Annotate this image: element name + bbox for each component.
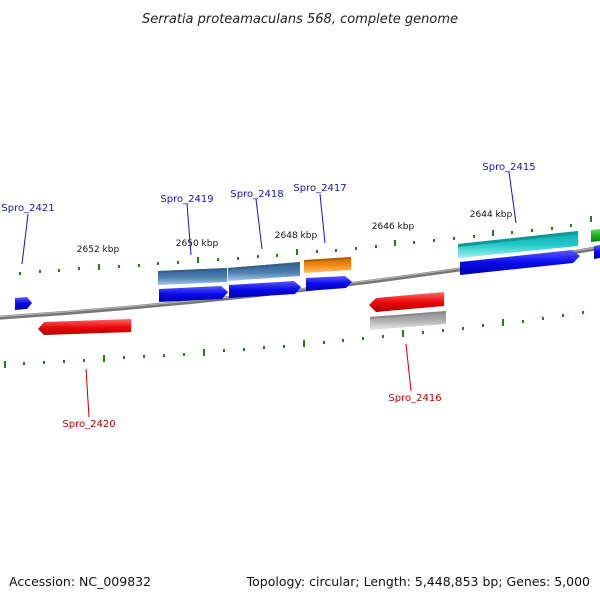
- gene-label-spro-2419[interactable]: Spro_2419: [160, 194, 213, 205]
- feature-bar-spro-2415[interactable]: [458, 231, 578, 258]
- gene-arrow-spro-2415[interactable]: [460, 250, 580, 275]
- gene-arrow-partial-right[interactable]: [594, 245, 600, 259]
- feature-bar-spro-2418[interactable]: [228, 262, 300, 281]
- gene-arrow-spro-2417[interactable]: [306, 276, 352, 291]
- scale-label: 2644 kbp: [470, 210, 513, 220]
- gene-label-spro-2417[interactable]: Spro_2417: [293, 183, 346, 194]
- topology-text: Topology: circular; Length: 5,448,853 bp…: [246, 574, 590, 589]
- label-leader-lines: [21, 171, 517, 418]
- gene-arrow-spro-2418[interactable]: [229, 281, 301, 298]
- gene-arrow-spro-2421[interactable]: [15, 297, 32, 310]
- scale-label: 2652 kbp: [77, 245, 120, 255]
- feature-bar-spro-2417[interactable]: [304, 257, 351, 273]
- scale-label: 2646 kbp: [372, 222, 415, 232]
- scale-label: 2648 kbp: [275, 231, 318, 241]
- inner-scale-ticks: [4, 311, 584, 368]
- feature-bar-spro-2419[interactable]: [158, 268, 227, 285]
- gene-arrow-spro-2416[interactable]: [369, 292, 444, 312]
- gene-label-spro-2421[interactable]: Spro_2421: [1, 203, 54, 214]
- gene-arrow-spro-2419[interactable]: [159, 286, 228, 302]
- gene-arrow-spro-2420[interactable]: [38, 319, 131, 335]
- accession-text: Accession: NC_009832: [9, 574, 152, 589]
- gene-label-spro-2418[interactable]: Spro_2418: [230, 189, 283, 200]
- feature-bar-spro-2416[interactable]: [370, 311, 446, 330]
- map-title: Serratia proteamaculans 568, complete ge…: [142, 12, 458, 27]
- outer-scale-ticks: [19, 216, 592, 275]
- scale-label: 2650 kbp: [176, 239, 219, 249]
- gene-label-spro-2420[interactable]: Spro_2420: [62, 419, 115, 430]
- gene-label-spro-2416[interactable]: Spro_2416: [388, 393, 441, 404]
- feature-bar-partial-right[interactable]: [591, 229, 600, 242]
- gene-label-spro-2415[interactable]: Spro_2415: [482, 162, 535, 173]
